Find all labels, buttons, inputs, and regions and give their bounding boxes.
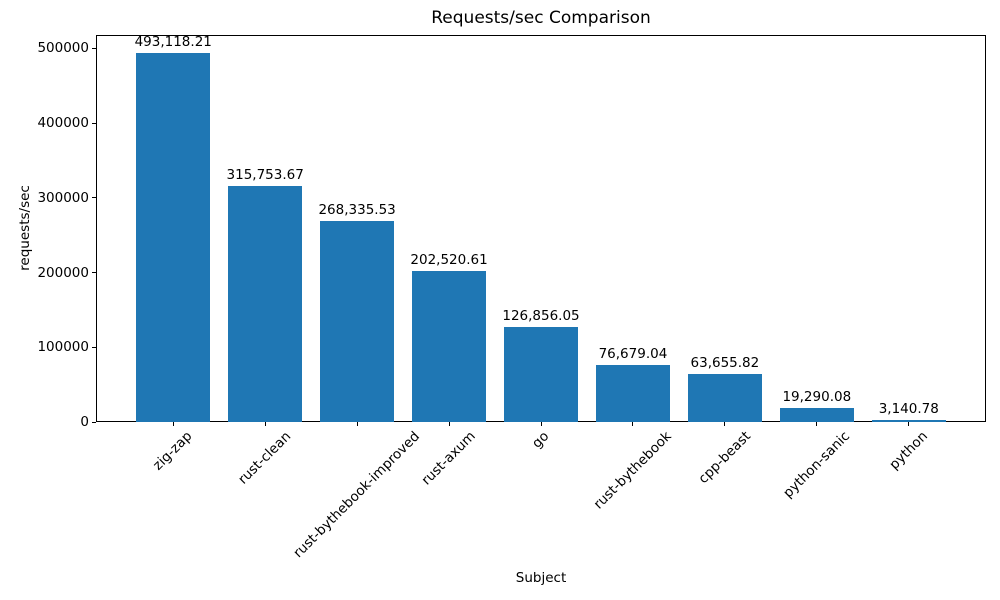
y-tick-mark [92,421,96,423]
x-tick-mark [816,422,818,426]
y-tick-mark [92,197,96,199]
bar-rust-axum [412,270,486,422]
x-tick-mark [908,422,910,426]
bar-go [504,327,578,422]
bar-value-label: 315,753.67 [226,166,304,183]
bar-value-label: 76,679.04 [598,345,668,362]
bar-zig-zap [136,53,210,422]
bar-value-label: 19,290.08 [782,388,852,405]
bar-value-label: 3,140.78 [878,400,939,417]
x-tick-label: rust-bythebook-improved [290,428,424,562]
x-tick-mark [632,422,634,426]
x-tick-mark [448,422,450,426]
x-tick-label: go [529,428,553,452]
y-axis-label: requests/sec [17,185,33,271]
bar-python-sanic [780,407,854,422]
x-tick-label: rust-clean [235,428,295,488]
x-tick-mark [724,422,726,426]
y-tick-mark [92,122,96,124]
x-tick-label: python-sanic [779,428,853,502]
bar-cpp-beast [688,374,762,422]
x-axis-label: Subject [515,570,567,586]
x-tick-label: rust-axum [418,428,479,489]
x-tick-label: cpp-beast [695,428,754,487]
y-tick-mark [92,346,96,348]
bar-value-label: 268,335.53 [318,202,396,219]
x-tick-mark [540,422,542,426]
x-tick-mark [172,422,174,426]
bar-rust-bythebook-improved [320,221,394,422]
bar-rust-bythebook [596,364,670,422]
y-tick-label: 0 [80,414,89,430]
y-tick-mark [92,47,96,49]
x-tick-mark [264,422,266,426]
y-tick-label: 100000 [37,339,89,356]
y-tick-label: 500000 [37,40,89,57]
bar-value-label: 126,856.05 [502,308,580,325]
y-tick-label: 400000 [37,115,89,132]
bar-value-label: 493,118.21 [134,34,212,51]
bar-python [871,419,946,422]
bar-value-label: 202,520.61 [410,251,488,268]
x-tick-label: python [886,428,931,473]
x-tick-mark [356,422,358,426]
x-tick-label: zig-zap [150,428,196,474]
chart-title: Requests/sec Comparison [431,8,651,28]
bar-rust-clean [228,185,302,422]
bar-value-label: 63,655.82 [690,355,760,372]
x-tick-label: rust-bythebook [590,428,675,513]
y-tick-label: 300000 [37,189,89,206]
y-tick-label: 200000 [37,264,89,281]
y-tick-mark [92,272,96,273]
